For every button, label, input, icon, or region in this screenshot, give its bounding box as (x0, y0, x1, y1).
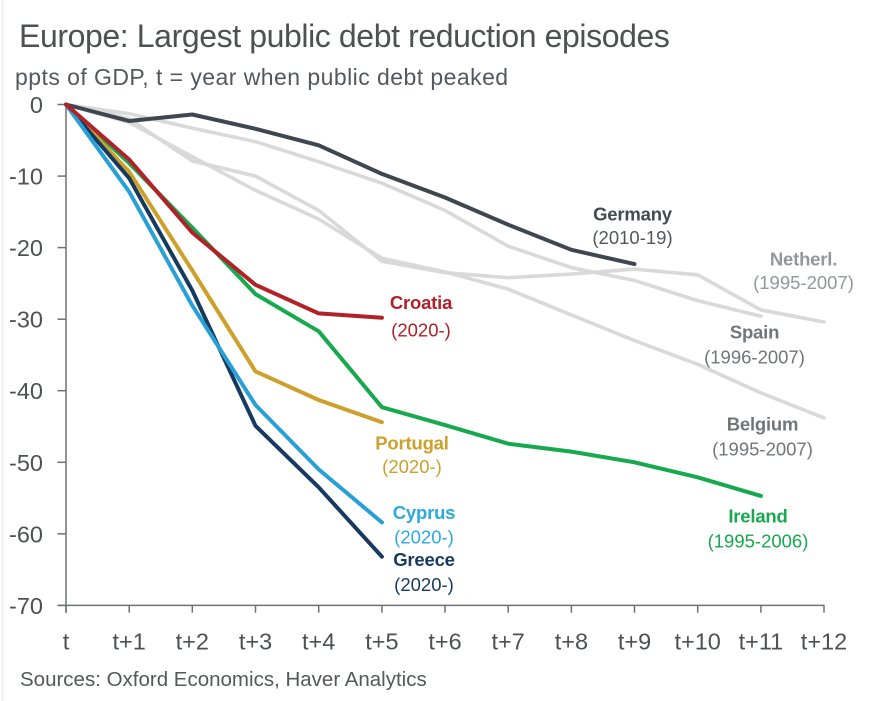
svg-text:(2020-): (2020-) (394, 574, 454, 595)
svg-text:t+6: t+6 (428, 629, 461, 655)
svg-text:t+5: t+5 (365, 629, 398, 655)
svg-text:Sources: Oxford Economics, Hav: Sources: Oxford Economics, Haver Analyti… (20, 668, 427, 691)
svg-text:t+2: t+2 (176, 629, 209, 655)
svg-text:Netherl.: Netherl. (770, 249, 837, 270)
svg-text:Spain: Spain (730, 322, 779, 343)
svg-text:Germany: Germany (593, 204, 673, 225)
svg-text:Europe: Largest public debt re: Europe: Largest public debt reduction ep… (19, 18, 670, 54)
svg-text:t+10: t+10 (674, 629, 720, 655)
svg-text:t+8: t+8 (555, 629, 588, 655)
svg-text:Ireland: Ireland (728, 506, 787, 527)
svg-text:(1996-2007): (1996-2007) (704, 347, 805, 368)
svg-text:t+7: t+7 (492, 629, 525, 655)
svg-text:Belgium: Belgium (727, 414, 799, 435)
svg-text:-60: -60 (9, 521, 43, 547)
svg-text:t+11: t+11 (739, 629, 784, 655)
svg-text:(2020-): (2020-) (391, 320, 451, 341)
svg-text:t+9: t+9 (618, 629, 651, 655)
svg-text:0: 0 (30, 92, 43, 118)
svg-text:t+4: t+4 (302, 629, 335, 655)
svg-text:Cyprus: Cyprus (393, 502, 456, 523)
svg-text:ppts of GDP, t = year when pub: ppts of GDP, t = year when public debt p… (15, 64, 509, 90)
svg-text:(2020-): (2020-) (382, 456, 442, 477)
svg-text:-50: -50 (9, 450, 43, 476)
svg-text:t+12: t+12 (801, 629, 847, 655)
svg-text:-70: -70 (9, 593, 43, 619)
svg-text:-10: -10 (9, 164, 43, 190)
svg-text:(1995-2007): (1995-2007) (753, 272, 854, 293)
svg-text:(1995-2006): (1995-2006) (708, 531, 809, 552)
svg-text:t+1: t+1 (113, 629, 146, 655)
svg-text:Croatia: Croatia (390, 292, 453, 313)
svg-text:(1995-2007): (1995-2007) (712, 439, 813, 460)
svg-text:Portugal: Portugal (375, 433, 448, 454)
svg-text:-20: -20 (9, 235, 43, 261)
svg-text:-40: -40 (9, 378, 43, 404)
svg-text:(2010-19): (2010-19) (592, 227, 672, 248)
svg-text:-30: -30 (9, 307, 43, 333)
svg-text:Greece: Greece (393, 549, 455, 570)
svg-text:t: t (63, 629, 70, 655)
svg-text:(2020-): (2020-) (394, 527, 454, 548)
svg-text:t+3: t+3 (239, 629, 272, 655)
